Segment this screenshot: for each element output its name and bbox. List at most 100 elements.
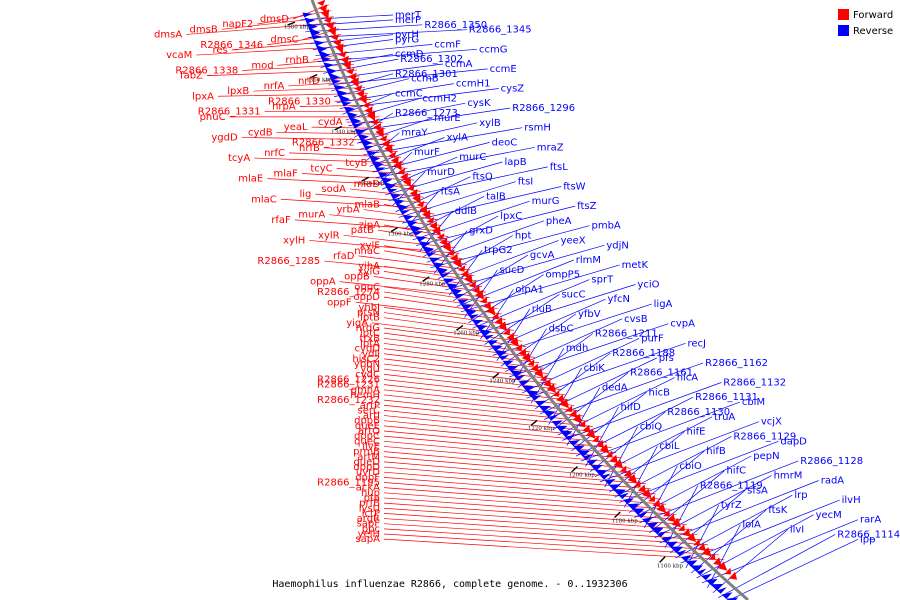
forward-feature: [419, 205, 427, 214]
reverse-gene-label: trpG2: [484, 245, 513, 256]
legend-forward-label: Forward: [853, 10, 893, 21]
forward-feature: [717, 561, 728, 571]
forward-feature: [429, 221, 437, 230]
kbp-tick-label: 1240 kbp: [489, 379, 516, 385]
reverse-gene-label: ccmC: [395, 88, 423, 99]
reverse-feature: [327, 72, 340, 81]
forward-gene-label: cydB: [248, 127, 273, 138]
reverse-feature: [534, 400, 546, 407]
forward-gene-label: mlaE: [238, 174, 263, 185]
forward-feature: [506, 332, 515, 341]
forward-feature: [521, 352, 531, 363]
kbp-tick-label: 1360 kbp: [306, 78, 333, 84]
forward-leader-line: [242, 63, 355, 71]
forward-gene-label: oppC: [354, 282, 380, 293]
reverse-gene-label: pyrH: [395, 30, 419, 41]
forward-gene-label: patB: [351, 225, 374, 236]
reverse-feature: [463, 308, 477, 317]
reverse-gene-label: cysZ: [501, 84, 525, 95]
forward-gene-label: tcyC: [310, 163, 332, 174]
reverse-leader-line: [354, 112, 394, 138]
forward-leader-line: [377, 229, 453, 243]
reverse-leader-line: [585, 406, 619, 467]
forward-feature: [663, 509, 670, 517]
reverse-gene-label: recJ: [688, 338, 707, 349]
forward-gene-label: dmsB: [190, 24, 218, 35]
forward-gene-label: rfaF: [271, 215, 291, 226]
reverse-leader-line: [468, 274, 544, 324]
reverse-feature: [665, 541, 678, 548]
forward-gene-label: dmsA: [154, 29, 182, 40]
reverse-gene-label: R2866_1128: [800, 456, 863, 467]
reverse-feature: [502, 360, 514, 367]
forward-gene-label: ybbN: [354, 359, 380, 370]
reverse-gene-label: ftsZ: [577, 201, 596, 212]
forward-gene-label: queC: [354, 436, 380, 447]
reverse-leader-line: [441, 240, 559, 285]
reverse-feature: [363, 145, 374, 151]
kbp-tick-mark: [390, 226, 399, 233]
reverse-feature: [487, 340, 499, 346]
forward-gene-label: R2866_1338: [175, 66, 238, 77]
kbp-tick-label: 1380 kbp: [284, 25, 311, 31]
forward-gene-label: mlaB: [354, 199, 380, 210]
reverse-feature: [509, 369, 523, 378]
forward-gene-label: nrfD: [298, 76, 320, 87]
reverse-gene-label: lpxC: [500, 211, 522, 222]
reverse-gene-label: R2866_1129: [733, 431, 796, 442]
kbp-tick-label: 1260 kbp: [453, 330, 480, 336]
reverse-feature: [618, 492, 629, 500]
forward-feature: [697, 542, 706, 551]
reverse-gene-label: murG: [532, 196, 560, 207]
reverse-gene-label: ftsK: [768, 505, 787, 516]
reverse-feature: [515, 375, 526, 381]
kbp-tick-mark: [456, 324, 464, 331]
reverse-feature: [341, 101, 352, 107]
reverse-leader-line: [609, 431, 685, 493]
forward-feature: [491, 312, 499, 320]
reverse-feature: [392, 198, 405, 206]
kbp-tick-mark: [422, 276, 430, 282]
reverse-gene-label: yecM: [816, 510, 842, 521]
forward-gene-label: sapF: [357, 519, 381, 530]
reverse-feature: [531, 395, 542, 401]
forward-feature: [539, 374, 547, 382]
forward-feature: [595, 439, 604, 448]
reverse-leader-line: [649, 470, 725, 534]
reverse-leader-line: [472, 279, 590, 329]
forward-feature: [582, 424, 591, 433]
reverse-feature: [387, 188, 398, 194]
reverse-gene-label: hifE: [687, 427, 706, 438]
reverse-feature: [656, 531, 667, 538]
forward-leader-line: [383, 538, 725, 561]
forward-gene-label: xylG: [358, 266, 380, 277]
forward-feature: [331, 34, 340, 41]
forward-leader-line: [383, 312, 514, 331]
reverse-gene-label: mraZ: [537, 142, 564, 153]
reverse-feature: [383, 181, 396, 190]
forward-feature: [450, 253, 458, 262]
reverse-gene-label: ccmD: [395, 49, 424, 60]
forward-feature: [358, 94, 367, 105]
reverse-feature: [623, 498, 634, 505]
reverse-feature: [506, 365, 519, 372]
forward-leader-line: [383, 487, 672, 510]
reverse-feature: [490, 345, 503, 352]
kbp-tick-label: 1220 kbp: [528, 426, 555, 432]
reverse-gene-label: hmrM: [774, 471, 803, 482]
reverse-gene-label: R2866_1161: [630, 368, 693, 379]
reverse-gene-label: talB: [486, 191, 506, 202]
reverse-feature: [499, 354, 510, 361]
forward-leader-line: [264, 110, 377, 113]
forward-gene-label: lptB: [360, 313, 380, 324]
reverse-gene-label: hifD: [621, 402, 642, 413]
forward-feature: [713, 557, 722, 566]
forward-feature: [708, 553, 716, 560]
reverse-gene-label: lpp: [860, 534, 875, 545]
reverse-feature: [721, 592, 733, 599]
reverse-feature: [323, 62, 335, 69]
reverse-leader-line: [369, 137, 445, 167]
forward-feature: [642, 488, 652, 499]
reverse-feature: [333, 84, 345, 91]
reverse-leader-line: [675, 494, 793, 559]
